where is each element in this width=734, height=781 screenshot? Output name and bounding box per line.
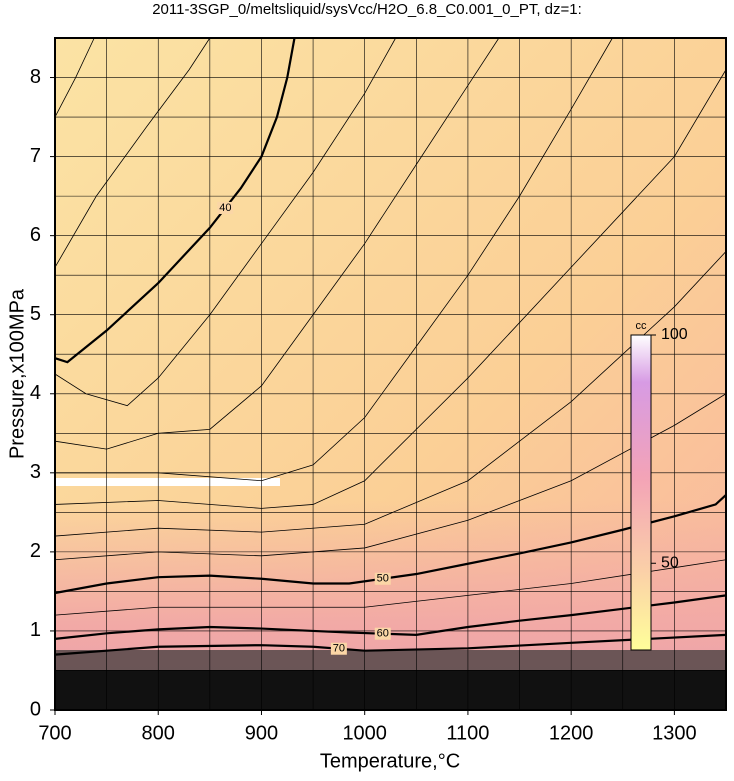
plot-frame <box>54 37 727 711</box>
colorbar-tick-label: 50 <box>661 554 679 571</box>
colorbar-label: cc <box>636 320 648 332</box>
x-axis-label: Temperature,°C <box>320 750 460 772</box>
chart-title: 2011-3SGP_0/meltsliquid/sysVcc/H2O_6.8_C… <box>152 1 582 18</box>
contour-line <box>54 494 727 595</box>
y-tick-label: 8 <box>30 66 41 88</box>
x-tick-label: 1000 <box>342 722 387 744</box>
missing-data-band <box>55 478 280 486</box>
contour-label: 50 <box>377 573 389 585</box>
x-tick-label: 1200 <box>549 722 594 744</box>
y-tick-label: 2 <box>30 540 41 562</box>
contour-label-bg <box>374 627 391 640</box>
y-tick-label: 1 <box>30 619 41 641</box>
dense-contours <box>55 670 726 710</box>
contour-line <box>54 393 727 561</box>
contours: 40 50 60 70 <box>54 37 727 656</box>
x-tick-label: 900 <box>245 722 278 744</box>
contour-line <box>54 37 500 450</box>
y-tick-label: 7 <box>30 145 41 167</box>
contour-label: 60 <box>377 628 389 640</box>
x-tick-label: 1100 <box>446 722 489 744</box>
contour-label-bg <box>374 572 391 585</box>
contour-line <box>54 37 95 118</box>
contour-label: 40 <box>219 202 231 214</box>
colorbar <box>630 334 652 651</box>
dense-contours <box>55 650 726 670</box>
contour-line <box>54 559 727 616</box>
colorbar-tick-label: 100 <box>661 326 688 343</box>
contour-line <box>54 251 727 537</box>
y-tick-label: 6 <box>30 224 41 246</box>
y-tick-label: 0 <box>30 698 41 720</box>
grid <box>54 38 726 710</box>
y-tick-label: 4 <box>30 382 41 404</box>
x-tick-label: 700 <box>38 722 71 744</box>
contour-line <box>55 37 613 482</box>
contour-label-bg <box>217 201 234 214</box>
x-tick-label: 800 <box>142 722 175 744</box>
y-axis-label: Pressure,x100MPa <box>6 288 28 459</box>
contour-line <box>54 37 211 268</box>
y-tick-label: 5 <box>30 303 41 325</box>
contour-line <box>54 69 727 509</box>
y-tick-label: 3 <box>30 461 41 483</box>
contour-label-bg <box>330 642 347 655</box>
contour-label: 70 <box>333 643 345 655</box>
x-tick-label: 1300 <box>652 722 697 744</box>
contour-line <box>54 37 397 407</box>
